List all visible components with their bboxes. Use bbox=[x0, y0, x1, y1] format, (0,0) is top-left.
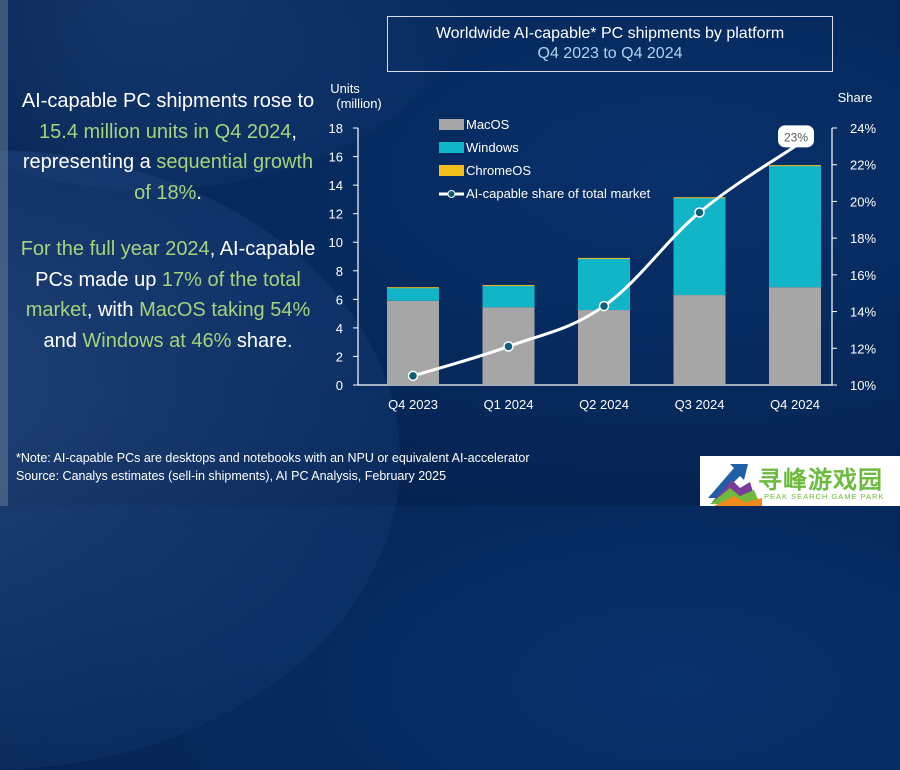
bar-macos bbox=[673, 295, 726, 385]
y-tick-label: 2 bbox=[336, 349, 343, 364]
footnote-source: Source: Canalys estimates (sell-in shipm… bbox=[16, 469, 447, 483]
legend-marker-share bbox=[447, 190, 456, 198]
summary-paragraph-1: AI-capable PC shipments rose to 15.4 mil… bbox=[18, 86, 318, 208]
y2-tick-label: 16% bbox=[850, 268, 876, 283]
y-tick-label: 4 bbox=[336, 321, 343, 336]
y-tick-label: 16 bbox=[329, 150, 343, 165]
watermark-cn: 寻峰游戏园 bbox=[758, 466, 883, 494]
x-tick-label: Q1 2024 bbox=[484, 397, 534, 412]
watermark-en: PEAK SEARCH GAME PARK bbox=[764, 492, 885, 501]
share-point bbox=[407, 370, 419, 382]
bar-chromeos bbox=[578, 257, 630, 259]
y-tick-label: 10 bbox=[329, 235, 343, 250]
legend-swatch-macos bbox=[439, 119, 464, 130]
y-tick-label: 0 bbox=[336, 378, 343, 393]
bar-macos bbox=[769, 287, 821, 385]
chart-subtitle: Q4 2023 to Q4 2024 bbox=[537, 45, 683, 62]
highlight-text: For the full year 2024 bbox=[20, 238, 210, 260]
chart-title-box: Worldwide AI-capable* PC shipments by pl… bbox=[387, 16, 833, 72]
y-axis-title-line2: (million) bbox=[336, 96, 382, 111]
y2-tick-label: 20% bbox=[850, 194, 876, 209]
legend-label-share: AI-capable share of total market bbox=[466, 186, 651, 201]
y-tick-label: 14 bbox=[329, 178, 343, 193]
bar-chromeos bbox=[482, 285, 535, 287]
highlight-text: MacOS taking 54% bbox=[139, 299, 311, 321]
footnote-note: *Note: AI-capable PCs are desktops and n… bbox=[16, 451, 530, 465]
y-tick-label: 12 bbox=[329, 207, 343, 222]
mountain-logo-icon bbox=[708, 464, 762, 506]
x-tick-label: Q4 2023 bbox=[388, 397, 438, 412]
y2-axis-title: Share bbox=[838, 90, 873, 105]
summary-text: share. bbox=[231, 329, 293, 352]
share-annotation-box bbox=[778, 125, 814, 148]
share-point bbox=[598, 300, 610, 312]
watermark-logo: 寻峰游戏园 PEAK SEARCH GAME PARK bbox=[700, 456, 900, 506]
legend-swatch-chromeos bbox=[439, 165, 464, 176]
chart-title: Worldwide AI-capable* PC shipments by pl… bbox=[435, 25, 785, 42]
bar-windows bbox=[482, 285, 535, 308]
x-tick-label: Q3 2024 bbox=[675, 397, 725, 412]
chart: 0 2 4 6 8 10 12 14 16 18 10% 12% 14% 16% 18% 20% 22% 24% U… bbox=[329, 81, 876, 412]
bar-chromeos bbox=[673, 197, 726, 199]
y2-tick-label: 14% bbox=[850, 305, 876, 320]
y2-tick-label: 10% bbox=[850, 378, 876, 393]
legend-swatch-windows bbox=[439, 142, 464, 153]
share-annotation-label: 23% bbox=[784, 130, 808, 144]
y-tick-label: 18 bbox=[329, 121, 343, 136]
x-tick-label: Q2 2024 bbox=[579, 397, 629, 412]
legend-label-chromeos: ChromeOS bbox=[466, 163, 531, 178]
legend-label-windows: Windows bbox=[466, 140, 519, 155]
summary-text: , with bbox=[86, 299, 140, 321]
summary-paragraph-2: For the full year 2024, AI-capable PCs m… bbox=[18, 234, 318, 356]
y2-tick-label: 18% bbox=[850, 231, 876, 246]
share-point bbox=[694, 207, 705, 218]
bar-chromeos bbox=[769, 165, 821, 167]
summary-text: and bbox=[43, 329, 83, 352]
highlight-text: sequential growth of 18% bbox=[134, 151, 314, 204]
bar-windows bbox=[387, 287, 439, 301]
summary-text: , AI-capable PCs made up bbox=[35, 238, 316, 291]
summary-text: . bbox=[196, 181, 202, 204]
highlight-text: 17% of the total market bbox=[25, 268, 301, 322]
y-tick-label: 6 bbox=[336, 292, 343, 307]
highlight-text: Windows at 46% bbox=[82, 329, 232, 352]
y2-tick-label: 22% bbox=[850, 158, 876, 173]
footnote: *Note: AI-capable PCs are desktops and n… bbox=[16, 449, 529, 485]
y-tick-label: 8 bbox=[336, 264, 343, 279]
bar-macos bbox=[578, 310, 630, 385]
highlight-text: 15.4 million units in Q4 2024 bbox=[39, 120, 292, 143]
summary-text: AI-capable PC shipments rose to bbox=[21, 90, 315, 112]
summary-text: , representing a bbox=[22, 120, 297, 174]
y2-tick-label: 24% bbox=[850, 121, 876, 136]
x-tick-label: Q4 2024 bbox=[770, 397, 820, 412]
y2-tick-label: 12% bbox=[850, 341, 876, 356]
legend-label-macos: MacOS bbox=[466, 117, 510, 132]
bar-chromeos bbox=[387, 287, 439, 289]
bar-windows bbox=[769, 165, 821, 288]
slide-edge bbox=[0, 0, 8, 506]
share-point bbox=[503, 341, 514, 352]
y-axis-title-line1: Units bbox=[330, 81, 360, 96]
